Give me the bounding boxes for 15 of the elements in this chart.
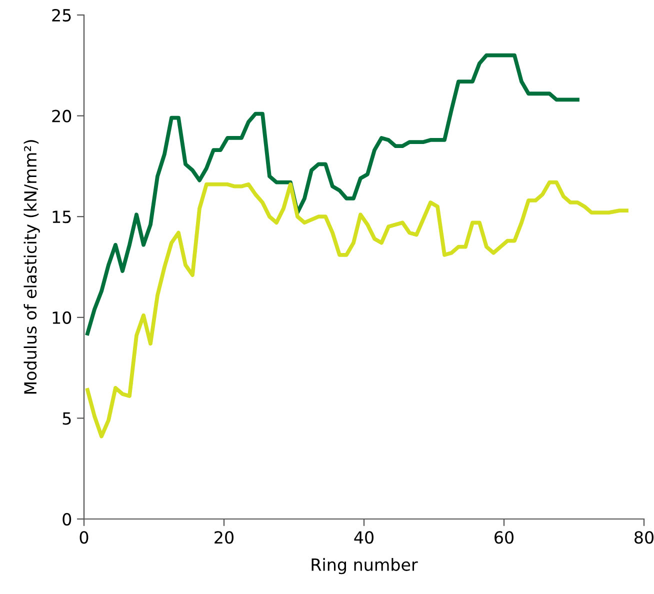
y-axis-title: Modulus of elasticity (kN/mm²) bbox=[24, 140, 40, 394]
x-tick-label: 20 bbox=[214, 531, 234, 544]
x-tick-label: 0 bbox=[80, 531, 88, 544]
line-series bbox=[86, 180, 628, 438]
y-tick-label: 20 bbox=[52, 110, 72, 122]
x-tick-label: 60 bbox=[494, 531, 514, 544]
line-series bbox=[86, 53, 580, 336]
x-tick-label: 80 bbox=[634, 531, 654, 544]
y-tick-label: 10 bbox=[52, 311, 72, 324]
x-tick-label: 40 bbox=[354, 531, 374, 544]
y-tick-label: 0 bbox=[62, 512, 72, 526]
y-tick-label: 15 bbox=[52, 210, 71, 224]
y-tick-label: 5 bbox=[62, 412, 71, 425]
y-tick-label: 25 bbox=[52, 8, 71, 22]
x-axis-title: Ring number bbox=[312, 558, 418, 574]
